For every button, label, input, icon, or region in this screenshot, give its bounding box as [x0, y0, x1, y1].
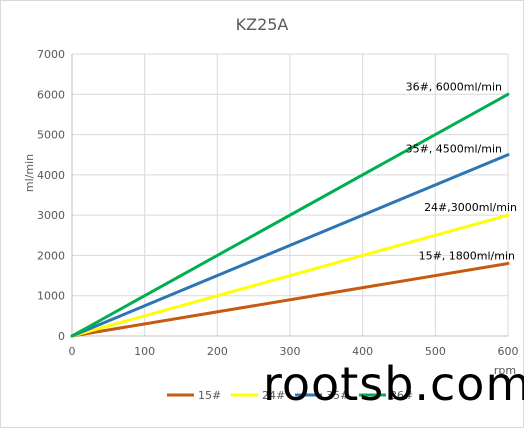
legend-entry: 24#: [262, 389, 285, 402]
legend-entry: 15#: [198, 389, 221, 402]
y-tick-label: 0: [58, 330, 65, 343]
y-tick-label: 7000: [37, 48, 65, 61]
annotations: 36#, 6000ml/min 35#, 4500ml/min 24#,3000ml…: [406, 80, 517, 262]
x-tick-label: 600: [498, 345, 519, 358]
series-line-1: [70, 261, 510, 338]
data-annotation: 36#, 6000ml/min: [406, 80, 502, 93]
y-axis-label: ml/min: [23, 154, 36, 192]
legend-entry: 36#: [390, 389, 413, 402]
series-line-4: [70, 92, 510, 338]
y-tick-label: 3000: [37, 209, 65, 222]
y-tick-label: 2000: [37, 249, 65, 262]
series-lines: [70, 92, 510, 338]
x-tick-label: 400: [352, 345, 373, 358]
legend-entry: 35#: [326, 389, 349, 402]
watermark-text: rootsb.com: [263, 357, 524, 411]
data-annotation: 15#, 1800ml/min: [419, 249, 515, 262]
gridlines: [71, 53, 509, 337]
legend: 15# 24# 35# 36#: [167, 389, 413, 402]
tick-labels: 0 1000 2000 3000 4000 5000 6000 7000 0 100 200 300 4…: [37, 48, 519, 358]
data-annotation: 24#,3000ml/min: [424, 201, 517, 214]
chart-title: KZ25A: [236, 15, 289, 34]
series-line-3: [70, 153, 510, 338]
x-tick-label: 100: [134, 345, 155, 358]
y-tick-label: 1000: [37, 290, 65, 303]
x-tick-label: 0: [69, 345, 76, 358]
x-axis-label: rpm: [494, 364, 516, 377]
x-tick-label: 300: [280, 345, 301, 358]
data-annotation: 35#, 4500ml/min: [406, 143, 502, 156]
series-line-2: [70, 213, 510, 338]
x-tick-label: 200: [207, 345, 228, 358]
y-tick-label: 4000: [37, 169, 65, 182]
y-tick-label: 5000: [37, 129, 65, 142]
x-tick-label: 500: [425, 345, 446, 358]
axes: [71, 54, 508, 337]
y-tick-label: 6000: [37, 88, 65, 101]
